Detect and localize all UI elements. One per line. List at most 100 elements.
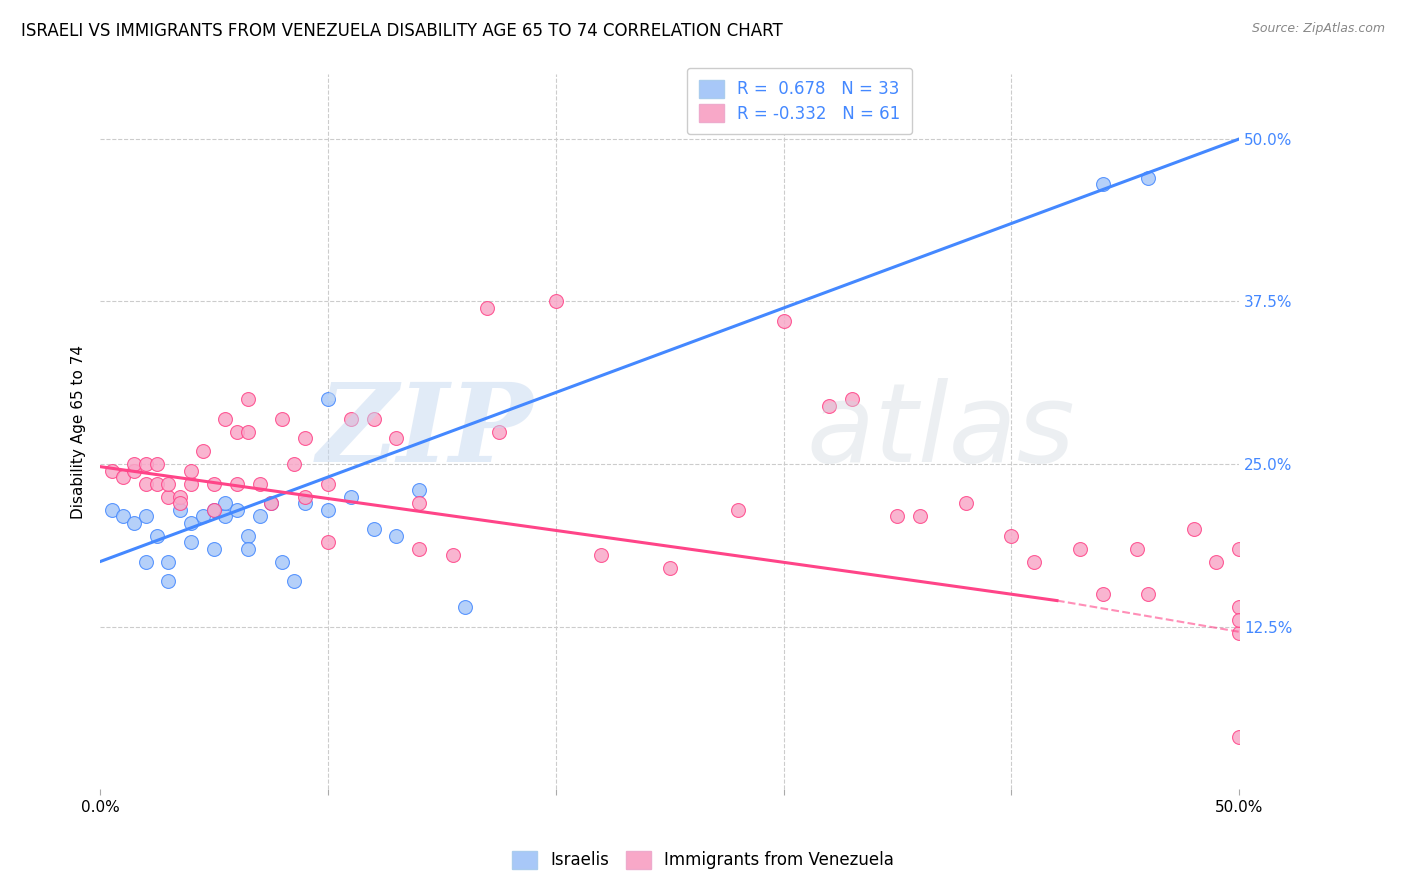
Point: [1137, 171, 1160, 186]
Point: [910, 509, 932, 524]
Legend: R =  0.678   N = 33, R = -0.332   N = 61: R = 0.678 N = 33, R = -0.332 N = 61: [688, 68, 912, 135]
Point: [283, 457, 305, 471]
Point: [169, 502, 191, 516]
Y-axis label: Disability Age 65 to 74: Disability Age 65 to 74: [72, 344, 86, 518]
Point: [488, 425, 510, 439]
Point: [202, 502, 225, 516]
Point: [591, 548, 613, 562]
Text: ZIP: ZIP: [316, 378, 533, 485]
Point: [1227, 600, 1250, 615]
Point: [1091, 587, 1114, 601]
Point: [202, 502, 225, 516]
Point: [316, 476, 339, 491]
Point: [225, 476, 247, 491]
Point: [1137, 587, 1160, 601]
Point: [283, 574, 305, 588]
Point: [408, 483, 430, 497]
Point: [191, 444, 214, 458]
Point: [772, 314, 794, 328]
Point: [157, 555, 180, 569]
Point: [260, 496, 283, 510]
Point: [169, 490, 191, 504]
Point: [135, 509, 157, 524]
Point: [316, 535, 339, 549]
Point: [363, 411, 385, 425]
Point: [180, 516, 202, 530]
Point: [238, 392, 260, 406]
Point: [249, 476, 271, 491]
Point: [727, 502, 749, 516]
Point: [294, 431, 316, 445]
Point: [191, 509, 214, 524]
Point: [955, 496, 977, 510]
Point: [1024, 555, 1046, 569]
Point: [111, 509, 134, 524]
Point: [453, 600, 475, 615]
Point: [214, 411, 236, 425]
Point: [385, 528, 408, 542]
Point: [111, 470, 134, 484]
Point: [214, 496, 236, 510]
Point: [135, 476, 157, 491]
Point: [886, 509, 908, 524]
Text: atlas: atlas: [807, 378, 1076, 485]
Point: [124, 457, 146, 471]
Point: [271, 555, 294, 569]
Point: [1227, 541, 1250, 556]
Point: [135, 555, 157, 569]
Point: [260, 496, 283, 510]
Point: [477, 301, 499, 315]
Text: ISRAELI VS IMMIGRANTS FROM VENEZUELA DISABILITY AGE 65 TO 74 CORRELATION CHART: ISRAELI VS IMMIGRANTS FROM VENEZUELA DIS…: [21, 22, 783, 40]
Point: [1125, 541, 1147, 556]
Point: [1227, 613, 1250, 627]
Point: [124, 516, 146, 530]
Point: [658, 561, 681, 575]
Point: [100, 502, 122, 516]
Point: [841, 392, 863, 406]
Point: [238, 425, 260, 439]
Point: [1182, 522, 1205, 536]
Point: [408, 541, 430, 556]
Point: [100, 464, 122, 478]
Point: [124, 464, 146, 478]
Point: [157, 476, 180, 491]
Point: [1227, 730, 1250, 744]
Point: [441, 548, 464, 562]
Point: [180, 476, 202, 491]
Point: [294, 490, 316, 504]
Point: [225, 425, 247, 439]
Point: [180, 535, 202, 549]
Point: [544, 294, 567, 309]
Point: [339, 411, 361, 425]
Point: [238, 541, 260, 556]
Point: [363, 522, 385, 536]
Point: [316, 392, 339, 406]
Point: [202, 476, 225, 491]
Point: [1091, 178, 1114, 192]
Point: [408, 496, 430, 510]
Point: [180, 464, 202, 478]
Point: [271, 411, 294, 425]
Point: [1069, 541, 1091, 556]
Point: [1000, 528, 1022, 542]
Point: [818, 399, 841, 413]
Point: [157, 490, 180, 504]
Point: [146, 457, 169, 471]
Point: [238, 528, 260, 542]
Point: [339, 490, 361, 504]
Point: [294, 496, 316, 510]
Point: [249, 509, 271, 524]
Legend: Israelis, Immigrants from Venezuela: Israelis, Immigrants from Venezuela: [502, 840, 904, 880]
Point: [1205, 555, 1227, 569]
Text: Source: ZipAtlas.com: Source: ZipAtlas.com: [1251, 22, 1385, 36]
Point: [135, 457, 157, 471]
Point: [169, 496, 191, 510]
Point: [214, 509, 236, 524]
Point: [1227, 626, 1250, 640]
Point: [157, 574, 180, 588]
Point: [202, 541, 225, 556]
Point: [146, 476, 169, 491]
Point: [385, 431, 408, 445]
Point: [225, 502, 247, 516]
Point: [316, 502, 339, 516]
